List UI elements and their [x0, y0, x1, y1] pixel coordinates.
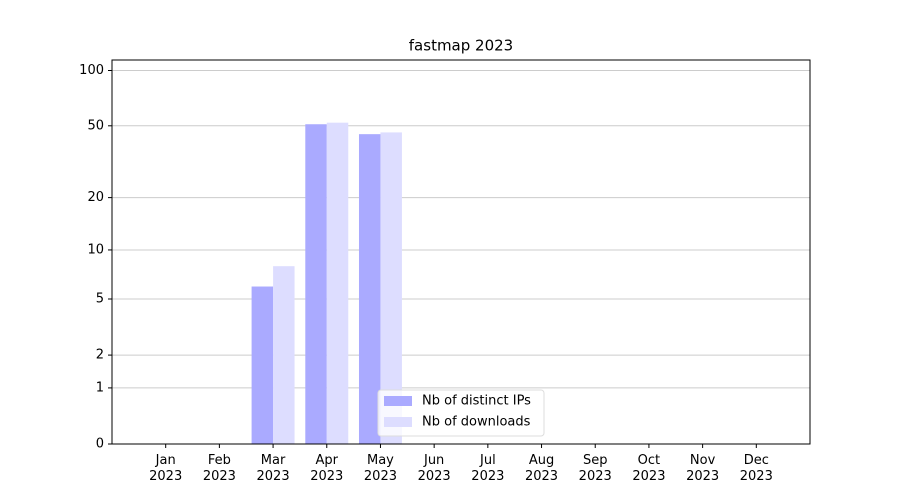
bar — [251, 286, 274, 444]
x-tick-label: Dec 2023 — [739, 453, 773, 484]
legend-label: Nb of distinct IPs — [422, 394, 531, 409]
legend-label: Nb of downloads — [422, 415, 531, 430]
x-tick-label: Sep 2023 — [578, 453, 612, 484]
y-tick-label: 10 — [87, 242, 104, 257]
y-tick-label: 100 — [79, 63, 104, 78]
bar — [305, 124, 327, 445]
y-tick-label: 0 — [96, 437, 104, 452]
y-tick-label: 2 — [96, 348, 104, 363]
legend-box — [377, 389, 545, 437]
x-tick-label: Jul 2023 — [471, 453, 505, 484]
bar — [380, 132, 402, 445]
x-tick-label: Jun 2023 — [417, 453, 451, 484]
y-tick-label: 20 — [87, 190, 104, 205]
x-tick-label: Nov 2023 — [686, 453, 720, 484]
bar — [358, 134, 381, 444]
x-tick-label: Aug 2023 — [524, 453, 559, 484]
x-tick-label: Oct 2023 — [632, 453, 666, 484]
legend-swatch — [384, 396, 412, 406]
x-tick-label: Jan 2023 — [149, 453, 183, 484]
legend: Nb of distinct IPs Nb of downloads — [377, 389, 545, 437]
legend-swatch — [384, 417, 412, 427]
bar — [326, 122, 349, 444]
x-tick-label: Mar 2023 — [256, 453, 290, 484]
x-tick-label: May 2023 — [363, 453, 397, 484]
x-tick-label: Apr 2023 — [310, 453, 344, 484]
chart-title: fastmap 2023 — [409, 37, 513, 55]
x-tick-label: Feb 2023 — [202, 453, 236, 484]
y-tick-label: 50 — [87, 118, 104, 133]
bar — [273, 266, 295, 444]
y-tick-label: 5 — [96, 291, 104, 306]
plot-frame — [111, 59, 811, 445]
y-tick-label: 1 — [96, 380, 104, 395]
